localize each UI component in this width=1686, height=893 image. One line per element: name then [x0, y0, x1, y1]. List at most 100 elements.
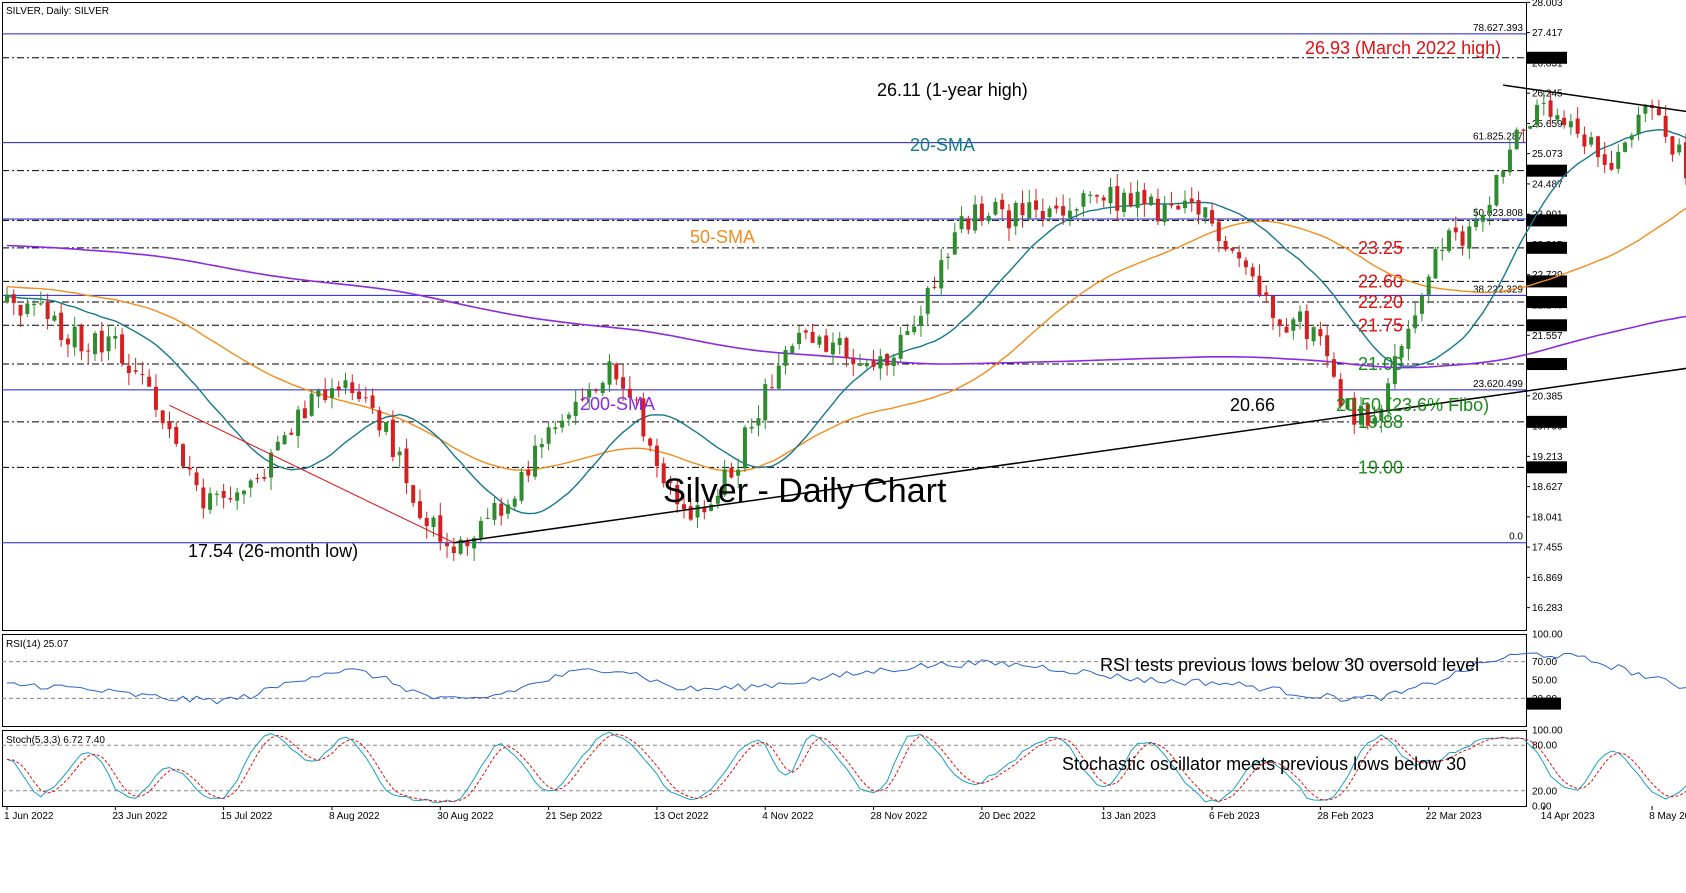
date-axis: 1 Jun 2022 23 Jun 2022 15 Jul 2022 8 Aug 20… [4, 806, 1686, 822]
annotation-fibo: 20.50 (23.6% Fibo) [1336, 395, 1489, 415]
price-candle [1480, 214, 1485, 232]
candle-body [309, 393, 314, 416]
candle-body [1413, 315, 1418, 329]
candle-body [1663, 115, 1668, 137]
descending-resistance-trendline [1503, 84, 1686, 113]
price-candle [1040, 198, 1045, 227]
candle-body [1562, 117, 1567, 126]
price-candle [11, 289, 16, 315]
price-candle [79, 323, 84, 361]
price-candle [505, 499, 510, 520]
price-candle [1595, 135, 1600, 168]
candle-body [417, 501, 422, 519]
price-candle [235, 488, 240, 510]
price-candles [5, 90, 1686, 562]
price-candle [1629, 132, 1634, 148]
candle-body [1636, 114, 1641, 135]
price-candle [492, 496, 497, 526]
candle-body [783, 349, 788, 366]
candle-body [593, 390, 598, 392]
price-candle [1034, 189, 1039, 219]
candle-body [912, 326, 917, 333]
price-candle [1027, 189, 1032, 220]
price-candle [1379, 404, 1384, 433]
candle-body [1257, 275, 1262, 296]
price-candle [1345, 398, 1350, 411]
candle-body [201, 487, 206, 509]
candle-body [194, 472, 199, 486]
candle-body [296, 409, 301, 436]
price-candle [1447, 227, 1452, 253]
price-candle [1663, 105, 1668, 143]
fibonacci-retracement: 78.627.393 61.825.287 50.023.808 38.222.329… [2, 23, 1526, 544]
candle-body [634, 399, 639, 401]
candle-body [1480, 214, 1485, 222]
price-candle [1535, 99, 1540, 129]
price-candle [526, 460, 531, 483]
candle-body [438, 515, 443, 542]
candle-body [505, 504, 510, 514]
price-candle [255, 473, 260, 483]
level-tag [1527, 296, 1567, 309]
candle-body [1582, 134, 1587, 147]
candle-body [59, 312, 64, 340]
price-candle [1264, 285, 1269, 304]
candle-body [120, 334, 125, 364]
candle-body [749, 426, 754, 429]
sma50-label: 50-SMA [690, 227, 755, 247]
level-tag [1527, 415, 1567, 428]
candle-body [323, 389, 328, 400]
candle-body [526, 469, 531, 476]
price-candle [1189, 187, 1194, 212]
candle-body [587, 389, 592, 398]
candle-body [1101, 197, 1106, 201]
candle-body [817, 336, 822, 345]
candle-body [289, 432, 294, 435]
price-candle [607, 354, 612, 392]
candle-body [1528, 125, 1533, 129]
candle-body [1128, 193, 1133, 207]
candle-body [878, 356, 883, 369]
candle-body [803, 330, 808, 333]
price-candle [891, 353, 896, 377]
date-tick-label: 28 Nov 2022 [871, 811, 928, 822]
candle-body [1595, 136, 1600, 158]
candle-body [390, 419, 395, 457]
candle-body [614, 363, 619, 380]
candle-body [1602, 154, 1607, 165]
candle-body [654, 445, 659, 467]
price-candle [1270, 295, 1275, 330]
candle-body [763, 384, 768, 421]
price-tick-label: 18.627 [1532, 482, 1563, 493]
price-candle [1047, 205, 1052, 222]
candle-body [1067, 210, 1072, 218]
price-candle [417, 489, 422, 521]
candle-body [167, 422, 172, 430]
candle-body [499, 503, 504, 516]
price-candle [539, 438, 544, 459]
candle-body [600, 382, 605, 393]
price-candle [1257, 264, 1262, 298]
candle-body [1629, 135, 1634, 140]
price-tick-label: 17.455 [1532, 543, 1563, 554]
price-candle [1250, 263, 1255, 280]
price-candle [336, 381, 341, 398]
price-candle [729, 462, 734, 479]
candle-body [1122, 192, 1127, 212]
candle-body [1683, 142, 1686, 179]
candle-body [546, 427, 551, 444]
price-candle [1616, 144, 1621, 174]
date-tick-label: 22 Mar 2023 [1426, 811, 1483, 822]
main-header: SILVER, Daily: SILVER [6, 6, 109, 17]
price-candle [1636, 106, 1641, 141]
price-candle [587, 382, 592, 410]
price-candle [1568, 113, 1573, 136]
price-candle [1142, 183, 1147, 217]
price-candle [898, 327, 903, 362]
price-candle [390, 410, 395, 462]
stoch-k-line [6, 731, 1686, 803]
candle-body [1352, 397, 1357, 425]
price-candle [438, 502, 443, 551]
stoch-panel-frame [2, 730, 1527, 807]
candle-body [1216, 221, 1221, 242]
